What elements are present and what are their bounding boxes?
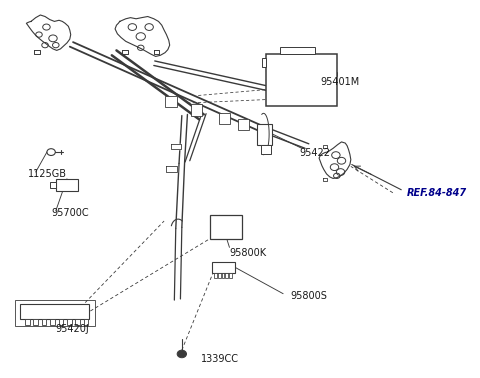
Text: 1125GB: 1125GB [28,169,67,179]
Bar [25,319,30,325]
Bar [50,319,55,325]
Bar [214,273,217,278]
Polygon shape [122,50,128,54]
Bar [266,54,337,106]
Text: 95700C: 95700C [51,209,89,218]
Bar [221,273,224,278]
Bar [225,273,228,278]
Bar [212,262,235,273]
Bar [50,182,56,188]
Bar [257,124,272,144]
Text: 95800K: 95800K [229,248,266,258]
Bar [20,304,89,319]
Bar [218,273,221,278]
Polygon shape [167,166,177,172]
Text: 95422: 95422 [300,148,330,158]
Bar [34,319,38,325]
Bar [238,119,249,130]
Bar [56,179,78,191]
Bar [262,58,266,67]
Bar [67,319,72,325]
Bar [191,104,203,116]
Bar [15,300,96,327]
Bar [280,47,315,54]
Bar [219,113,230,124]
Polygon shape [154,50,159,54]
Polygon shape [171,144,181,149]
Text: REF.84-847: REF.84-847 [407,188,467,198]
Polygon shape [323,144,327,148]
Bar [229,273,232,278]
Polygon shape [34,50,40,54]
Bar [261,144,271,154]
Text: 95401M: 95401M [321,77,360,87]
Bar [84,319,88,325]
Circle shape [177,350,187,358]
Polygon shape [26,15,71,50]
Bar [210,215,241,239]
Text: 1339CC: 1339CC [202,354,240,364]
Text: 95420J: 95420J [56,324,90,334]
Bar [75,319,80,325]
Bar [42,319,47,325]
Polygon shape [115,17,170,56]
Polygon shape [323,178,327,181]
Bar [166,96,177,107]
Text: 95800S: 95800S [290,291,327,301]
Polygon shape [319,142,351,178]
Bar [59,319,63,325]
